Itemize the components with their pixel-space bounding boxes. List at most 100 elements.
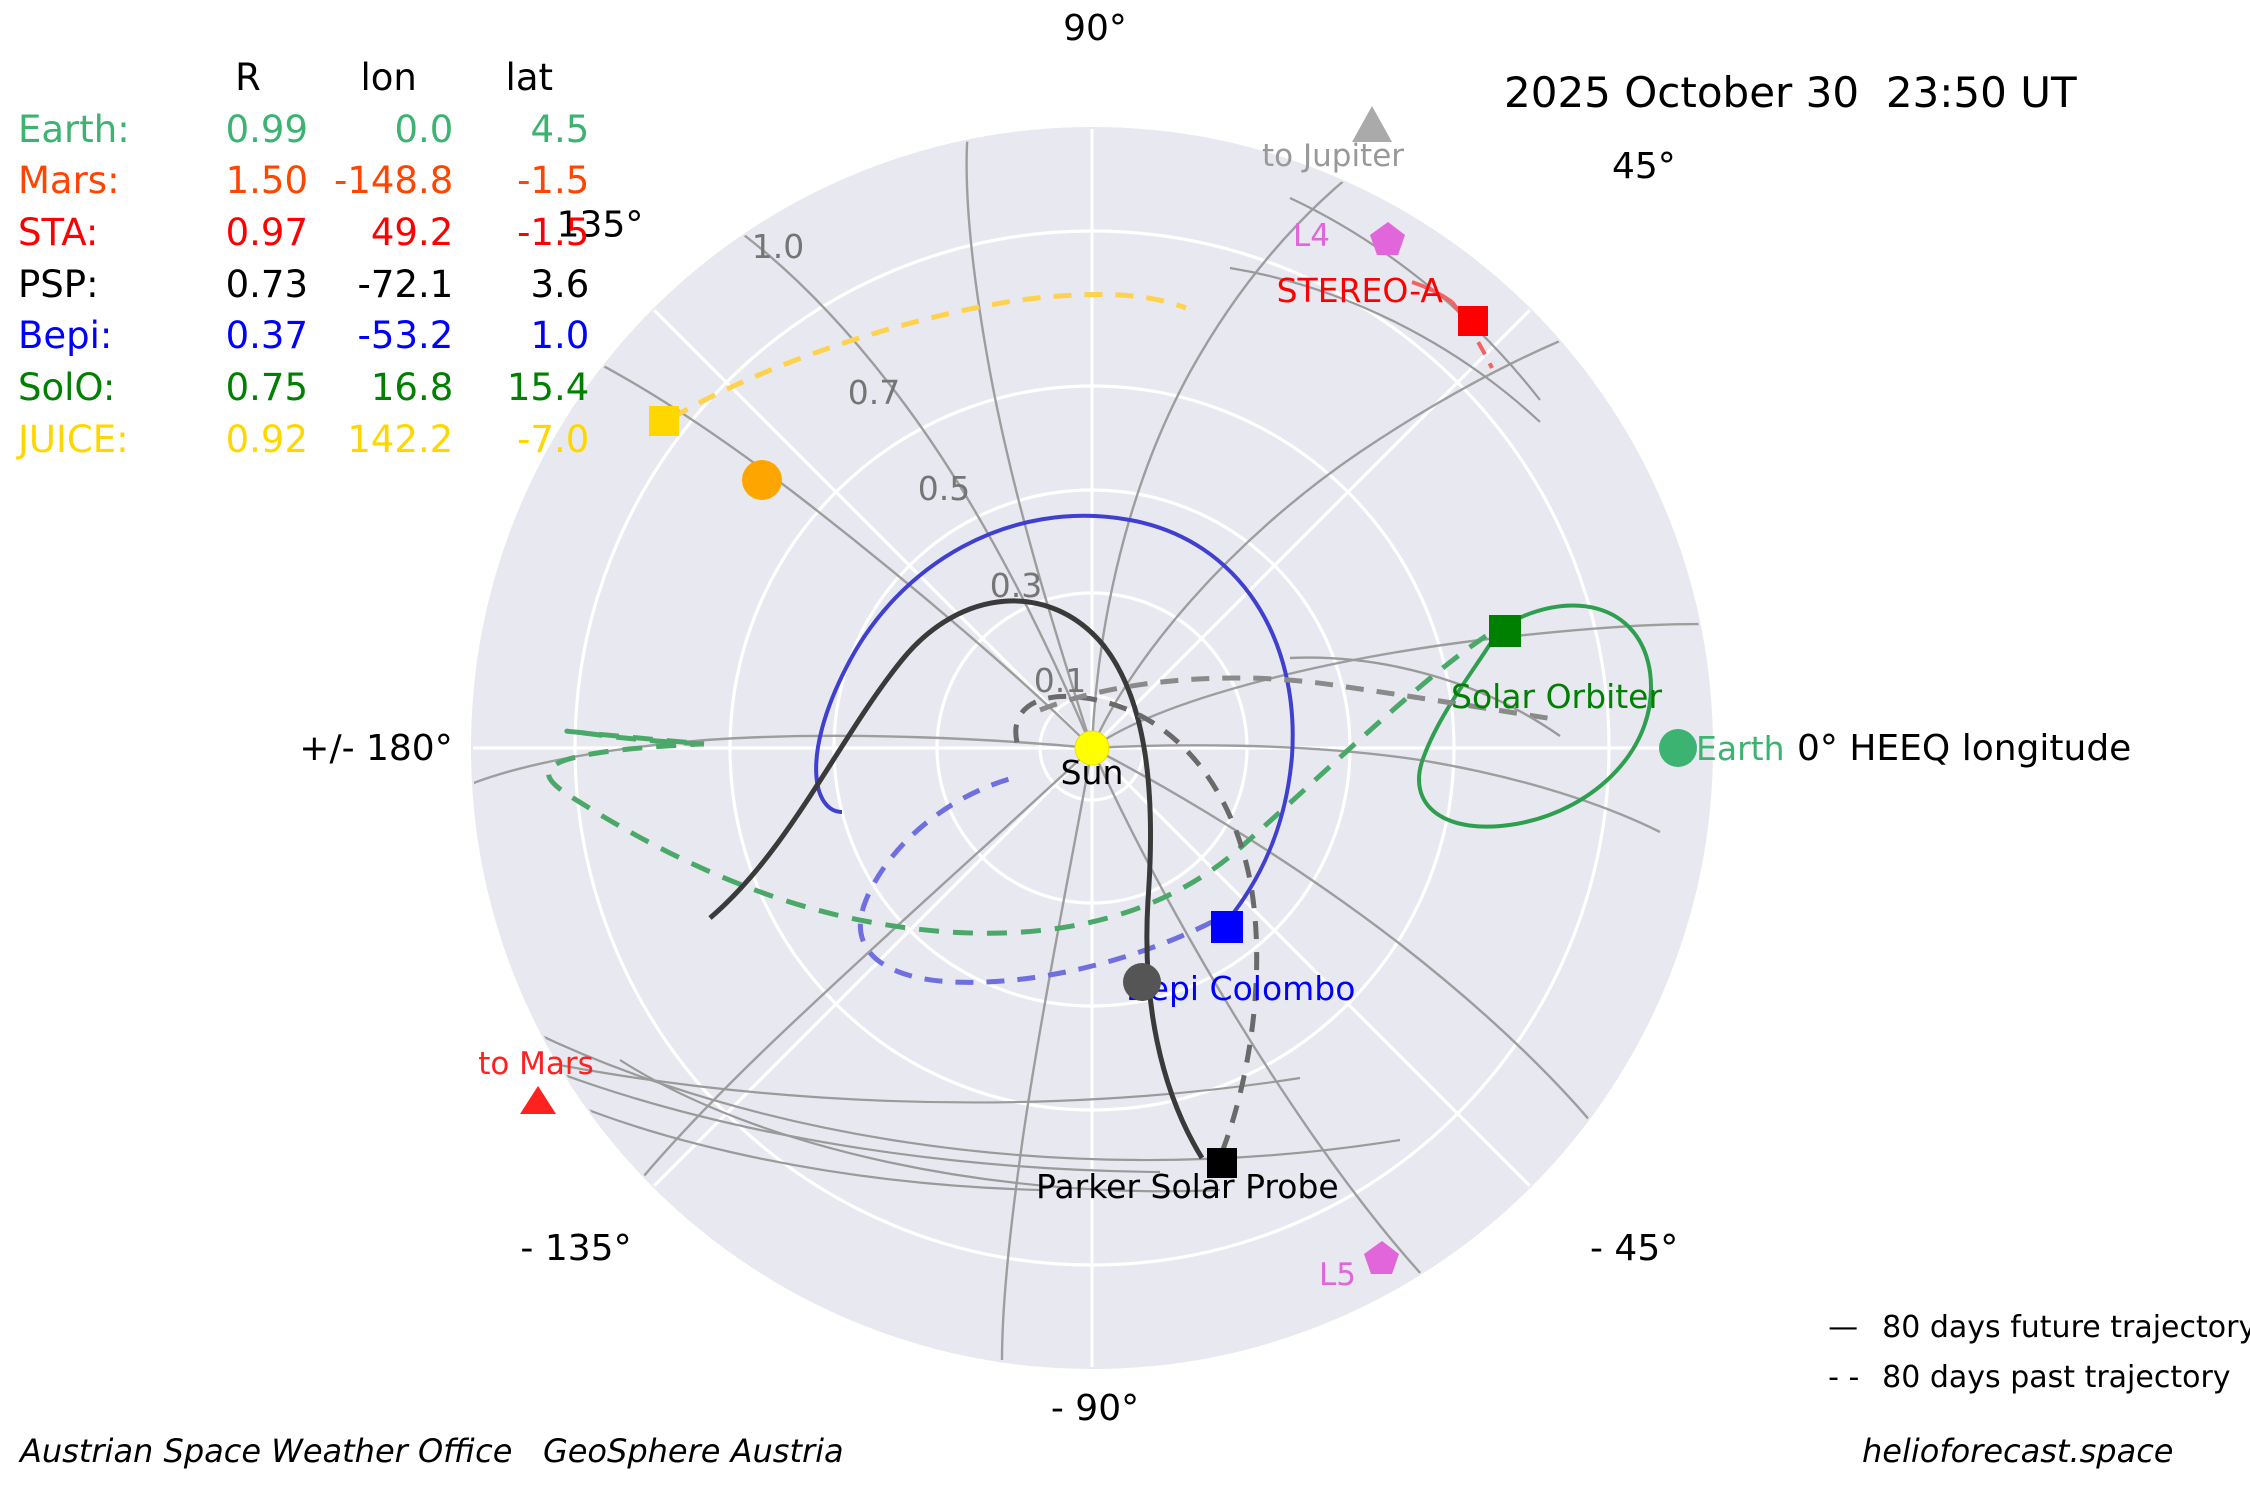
psp-past-trajectory [1013,693,1260,1153]
row-lon-psp: -72.1 [357,262,454,306]
row-name-mars: Mars: [18,159,120,203]
axis-label-m135: - 135° [520,1228,632,1269]
juice-icon [649,406,679,436]
legend-future-trajectory: — 80 days future trajectory [1790,1275,2250,1380]
psp-icon [1207,1148,1237,1178]
sun-label: Sun [1061,753,1124,792]
position-table: R lon lat Earth: 0.99 0.0 4.5 Mars: 1.50… [18,52,589,465]
row-lon-sta: 49.2 [370,210,454,254]
psp-label: Parker Solar Probe [1036,1167,1339,1206]
solar-orbiter-future-trajectory [1417,603,1654,829]
legend-dashed-line-icon: - - [1828,1360,1860,1395]
legend-future-label: 80 days future trajectory [1882,1310,2250,1345]
earth-arc [1289,656,1561,737]
plot-disk-border [471,127,1713,1369]
table-header-row: R lon lat [18,52,589,104]
row-name-psp: PSP: [18,262,99,306]
mercury-past-trajectory [1039,675,1561,723]
row-r-sta: 0.97 [225,210,308,254]
row-lat-psp: 3.6 [530,262,590,306]
to-mars-label: to Mars [478,1046,594,1082]
venus-icon [742,460,782,500]
axis-label-180: +/- 180° [299,728,453,769]
row-name-solo: SolO: [18,365,116,409]
table-row: JUICE: 0.92 142.2 -7.0 [18,414,589,466]
radial-tick-4: 1.0 [752,227,804,266]
row-r-earth: 0.99 [225,107,308,151]
table-row: STA: 0.97 49.2 -1.5 [18,207,589,259]
solar-orbiter-label: Solar Orbiter [1451,677,1662,716]
row-lon-earth: 0.0 [394,107,454,151]
axis-label-m90: - 90° [1050,1388,1140,1429]
legend-solid-line-icon: — [1828,1310,1859,1345]
to-jupiter-icon [1352,106,1392,142]
jupiter-direction-arc [1229,266,1541,423]
legend-past-label: 80 days past trajectory [1882,1360,2231,1395]
sun-icon [1074,730,1110,766]
radial-tick-0: 0.1 [1034,661,1086,700]
row-lon-mars: -148.8 [334,159,454,203]
earth-icon [1659,729,1697,767]
angular-grid-spokes [472,128,1712,1368]
row-r-juice: 0.92 [225,417,308,461]
row-name-earth: Earth: [18,107,130,151]
row-lat-bepi: 1.0 [530,314,590,358]
l4-label: L4 [1293,218,1330,254]
table-row: Bepi: 0.37 -53.2 1.0 [18,310,589,362]
axis-label-45: 45° [1612,146,1676,187]
l4-icon [1370,222,1405,255]
earth-label: Earth [1696,729,1785,768]
row-name-juice: JUICE: [18,417,129,461]
table-header-r: R [235,56,261,99]
table-row: Mars: 1.50 -148.8 -1.5 [18,155,589,207]
bepi-colombo-icon [1211,911,1243,943]
row-lat-mars: -1.5 [517,159,590,203]
row-lat-sta: -1.5 [517,210,590,254]
solar-orbiter-icon [1489,615,1521,647]
table-header-blank [18,52,172,104]
footer-website: helioforecast.space [1862,1432,2174,1470]
row-name-bepi: Bepi: [18,314,113,358]
table-row: PSP: 0.73 -72.1 3.6 [18,259,589,311]
bepi-colombo-label: Bepi Colombo [1126,969,1355,1008]
stereo-a-future-trajectory [1411,280,1454,304]
parker-spiral-lines [472,128,1712,1361]
stereo-a-label: STEREO-A [1277,271,1444,310]
row-r-solo: 0.75 [225,365,308,409]
table-row: SolO: 0.75 16.8 15.4 [18,362,589,414]
bepi-past-trajectory [857,773,1214,985]
solar-orbiter-past-trajectory [546,633,1488,936]
plot-title: 2025 October 30 23:50 UT [1504,68,2077,117]
mercury-icon [1123,963,1161,1001]
row-lat-juice: -7.0 [517,417,590,461]
row-r-bepi: 0.37 [225,314,308,358]
to-jupiter-label: to Jupiter [1262,138,1404,174]
table-header-lat: lat [505,56,554,99]
radial-tick-2: 0.5 [918,469,970,508]
radial-tick-1: 0.3 [990,566,1042,605]
legend-past-trajectory: - - 80 days past trajectory [1790,1325,2231,1430]
footer-attribution: Austrian Space Weather Office GeoSphere … [20,1432,844,1470]
to-mars-icon [520,1086,556,1114]
row-lon-juice: 142.2 [347,417,454,461]
axis-label-135: 135° [556,204,644,246]
axis-label-0: 0° HEEQ longitude [1797,728,2132,769]
row-lat-earth: 4.5 [530,107,590,151]
l5-icon [1364,1241,1399,1274]
solar-orbiter-past-long [564,728,705,747]
row-lon-solo: 16.8 [370,365,454,409]
l5-label: L5 [1319,1257,1356,1293]
axis-label-m45: - 45° [1590,1228,1679,1269]
row-name-sta: STA: [18,210,99,254]
row-lon-bepi: -53.2 [357,314,454,358]
bepi-future-trajectory [814,513,1295,922]
stereo-a-icon [1458,306,1488,336]
axis-label-90: 90° [1063,8,1127,49]
table-header-lon: lon [360,56,417,99]
radial-tick-labels: 0.1 0.3 0.5 0.7 1.0 [752,227,1086,700]
radial-tick-3: 0.7 [848,373,900,412]
row-r-psp: 0.73 [225,262,308,306]
row-lat-solo: 15.4 [506,365,590,409]
